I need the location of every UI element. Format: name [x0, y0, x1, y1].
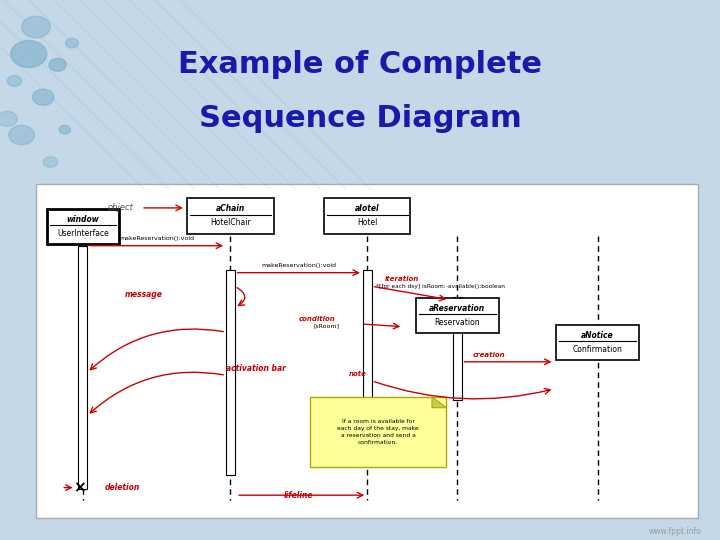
- Text: creation: creation: [473, 352, 505, 358]
- Circle shape: [22, 16, 50, 38]
- Text: aNotice: aNotice: [581, 332, 614, 340]
- Text: www.fppt.info: www.fppt.info: [649, 526, 702, 536]
- Text: ×: ×: [73, 480, 86, 495]
- Circle shape: [49, 58, 66, 71]
- FancyBboxPatch shape: [416, 298, 498, 333]
- Circle shape: [11, 40, 47, 68]
- Text: deletion: deletion: [104, 483, 140, 492]
- Text: HotelChair: HotelChair: [210, 218, 251, 227]
- FancyBboxPatch shape: [310, 397, 446, 467]
- Circle shape: [43, 157, 58, 167]
- Circle shape: [7, 76, 22, 86]
- Text: *[for each dsy] isRoom:-available():boolean: *[for each dsy] isRoom:-available():bool…: [376, 284, 505, 289]
- Text: iteration: iteration: [385, 276, 420, 282]
- FancyBboxPatch shape: [36, 184, 698, 518]
- Text: message: message: [125, 290, 163, 299]
- Circle shape: [9, 125, 35, 145]
- Polygon shape: [432, 397, 446, 408]
- Text: note: note: [349, 370, 367, 377]
- Text: Sequence Diagram: Sequence Diagram: [199, 104, 521, 133]
- Text: makeReservation():void: makeReservation():void: [261, 264, 336, 268]
- Text: window: window: [66, 215, 99, 224]
- Text: Example of Complete: Example of Complete: [178, 50, 542, 79]
- Text: aChain: aChain: [216, 205, 245, 213]
- Text: Hotel: Hotel: [357, 218, 377, 227]
- FancyBboxPatch shape: [453, 297, 462, 400]
- Circle shape: [59, 125, 71, 134]
- FancyBboxPatch shape: [324, 198, 410, 233]
- FancyBboxPatch shape: [226, 270, 235, 475]
- FancyBboxPatch shape: [187, 198, 274, 233]
- Text: activation bar: activation bar: [225, 364, 286, 373]
- Text: UserInterface: UserInterface: [57, 228, 109, 238]
- Text: aReservation: aReservation: [429, 305, 485, 313]
- Text: [sRoom]: [sRoom]: [313, 323, 339, 329]
- FancyBboxPatch shape: [556, 325, 639, 361]
- Text: aIotel: aIotel: [355, 205, 379, 213]
- Text: Confirmation: Confirmation: [572, 345, 623, 354]
- Text: makeReservation():void: makeReservation():void: [119, 237, 194, 241]
- FancyBboxPatch shape: [47, 209, 119, 244]
- Circle shape: [0, 111, 17, 126]
- Text: Reservation: Reservation: [434, 318, 480, 327]
- Circle shape: [66, 38, 78, 48]
- FancyBboxPatch shape: [363, 270, 372, 432]
- Circle shape: [32, 89, 54, 105]
- Text: If a room is available for
each day of the stay, make
a reservation and send a
c: If a room is available for each day of t…: [337, 419, 419, 445]
- Text: object: object: [108, 204, 134, 212]
- FancyBboxPatch shape: [78, 246, 87, 489]
- Text: condition: condition: [299, 315, 336, 322]
- Text: lifeline: lifeline: [284, 491, 313, 500]
